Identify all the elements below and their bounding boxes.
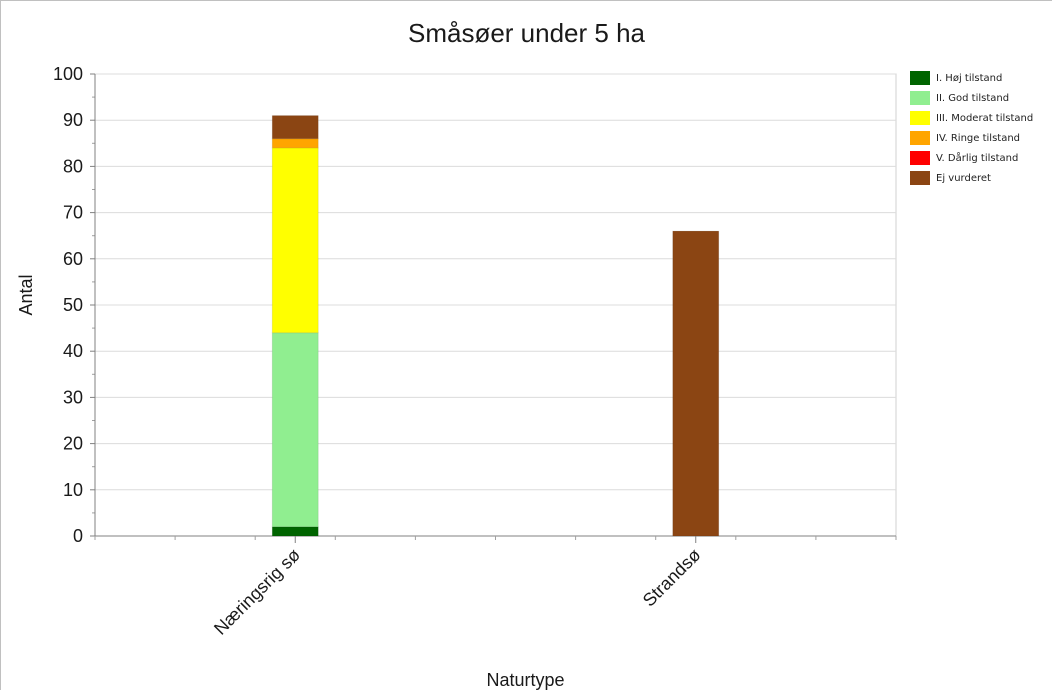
- legend-label: II. God tilstand: [936, 92, 1010, 104]
- y-tick-label: 30: [63, 387, 83, 407]
- legend-label: Ej vurderet: [936, 172, 991, 184]
- y-tick-label: 60: [63, 249, 83, 269]
- bar-segment: [271, 147, 319, 334]
- legend-item: Ej vurderet: [910, 168, 1033, 188]
- x-tick-label: Næringsrig sø: [210, 545, 304, 639]
- bar-segment: [271, 115, 319, 140]
- y-tick-label: 90: [63, 110, 83, 130]
- legend-item: II. God tilstand: [910, 88, 1033, 108]
- bar-segment: [672, 230, 720, 537]
- legend-swatch: [910, 151, 930, 165]
- legend-swatch: [910, 111, 930, 125]
- legend-label: I. Høj tilstand: [936, 72, 1003, 84]
- legend-item: I. Høj tilstand: [910, 68, 1033, 88]
- y-tick-label: 20: [63, 434, 83, 454]
- bar-segment: [271, 332, 319, 528]
- y-axis-title: Antal: [16, 274, 36, 315]
- chart-title: Småsøer under 5 ha: [407, 18, 645, 48]
- legend-label: IV. Ringe tilstand: [936, 132, 1021, 144]
- legend-item: IV. Ringe tilstand: [910, 128, 1033, 148]
- y-tick-label: 100: [53, 64, 83, 84]
- y-tick-label: 70: [63, 203, 83, 223]
- y-tick-label: 0: [73, 526, 83, 546]
- legend-swatch: [910, 171, 930, 185]
- bar-segment: [271, 526, 319, 537]
- y-tick-label: 50: [63, 295, 83, 315]
- legend-swatch: [910, 71, 930, 85]
- legend-swatch: [910, 91, 930, 105]
- x-tick-label: Strandsø: [639, 545, 705, 611]
- legend-swatch: [910, 131, 930, 145]
- y-tick-label: 40: [63, 341, 83, 361]
- legend-item: III. Moderat tilstand: [910, 108, 1033, 128]
- legend-item: V. Dårlig tilstand: [910, 148, 1033, 168]
- legend-label: III. Moderat tilstand: [936, 112, 1034, 124]
- legend-label: V. Dårlig tilstand: [936, 152, 1019, 164]
- x-axis-title: Naturtype: [486, 670, 564, 690]
- y-tick-label: 10: [63, 480, 83, 500]
- bar-segment: [271, 138, 319, 149]
- y-tick-label: 80: [63, 156, 83, 176]
- chart-legend: I. Høj tilstand II. God tilstand III. Mode…: [910, 68, 1033, 188]
